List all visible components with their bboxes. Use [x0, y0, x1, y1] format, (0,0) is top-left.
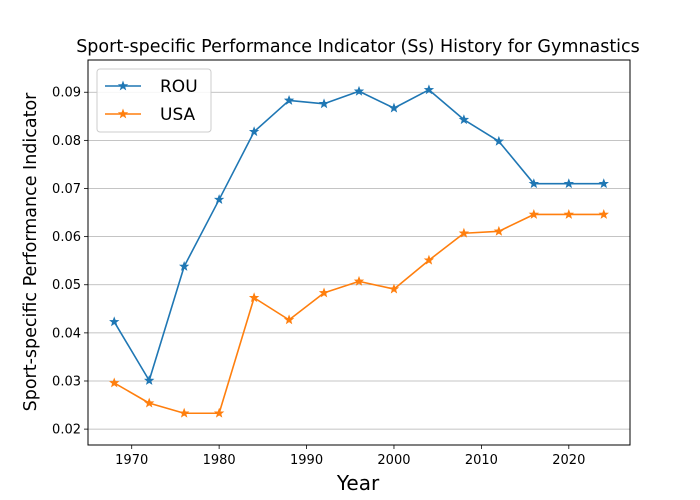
data-point-rou [353, 85, 365, 96]
x-tick-label: 2010 [465, 453, 498, 468]
data-point-usa [318, 287, 330, 298]
legend-marker-rou [117, 80, 129, 91]
x-tick-label: 2020 [552, 453, 585, 468]
legend: ROU USA [96, 68, 212, 133]
data-point-usa [109, 377, 120, 388]
data-point-rou [493, 135, 505, 146]
data-point-rou [109, 316, 120, 327]
y-tick-label: 0.05 [52, 278, 81, 293]
data-point-usa [423, 254, 435, 265]
data-point-usa [283, 314, 295, 325]
data-point-rou [563, 178, 574, 189]
data-point-usa [528, 209, 540, 219]
data-point-usa [248, 292, 260, 303]
x-tick-label: 1980 [203, 453, 236, 468]
data-point-usa [598, 209, 609, 219]
y-tick-label: 0.04 [52, 326, 81, 341]
legend-marker-usa [117, 108, 129, 119]
data-point-usa [353, 275, 365, 286]
data-point-usa [563, 209, 574, 219]
legend-label-rou: ROU [160, 77, 198, 97]
x-tick-label: 1990 [290, 453, 323, 468]
y-tick-label: 0.03 [52, 374, 81, 389]
y-tick-label: 0.06 [52, 230, 81, 245]
data-point-usa [458, 227, 470, 238]
y-tick-label: 0.07 [52, 182, 81, 197]
y-tick-label: 0.02 [52, 423, 81, 438]
data-point-rou [598, 178, 609, 189]
data-point-usa [213, 407, 225, 418]
y-axis-title: Sport-specific Performance Indicator [21, 92, 41, 412]
data-point-usa [493, 225, 505, 236]
x-tick-label: 2000 [377, 453, 410, 468]
data-point-usa [144, 397, 155, 408]
legend-label-usa: USA [160, 105, 196, 125]
chart-title: Sport-specific Performance Indicator (Ss… [76, 37, 640, 57]
data-point-usa [178, 407, 190, 418]
data-point-usa [388, 283, 400, 294]
data-point-rou [144, 375, 155, 385]
plot-frame [87, 59, 631, 446]
data-point-rou [423, 84, 435, 95]
y-tick-label: 0.08 [52, 134, 81, 149]
x-axis-title: Year [336, 471, 380, 495]
data-point-rou [528, 178, 540, 189]
x-tick-label: 1970 [115, 453, 148, 468]
x-axis: 1970 1980 1990 2000 2010 2020 [115, 445, 585, 468]
y-axis: 0.02 0.03 0.04 0.05 0.06 0.07 0.08 0.09 [52, 86, 88, 438]
data-point-rou [213, 194, 225, 204]
data-point-rou [458, 114, 470, 125]
y-tick-label: 0.09 [52, 86, 81, 101]
data-point-rou [248, 126, 260, 137]
data-point-rou [283, 94, 295, 105]
data-point-rou [318, 98, 330, 109]
data-point-rou [388, 102, 400, 113]
data-point-rou [178, 261, 190, 271]
series-layer [109, 84, 609, 418]
